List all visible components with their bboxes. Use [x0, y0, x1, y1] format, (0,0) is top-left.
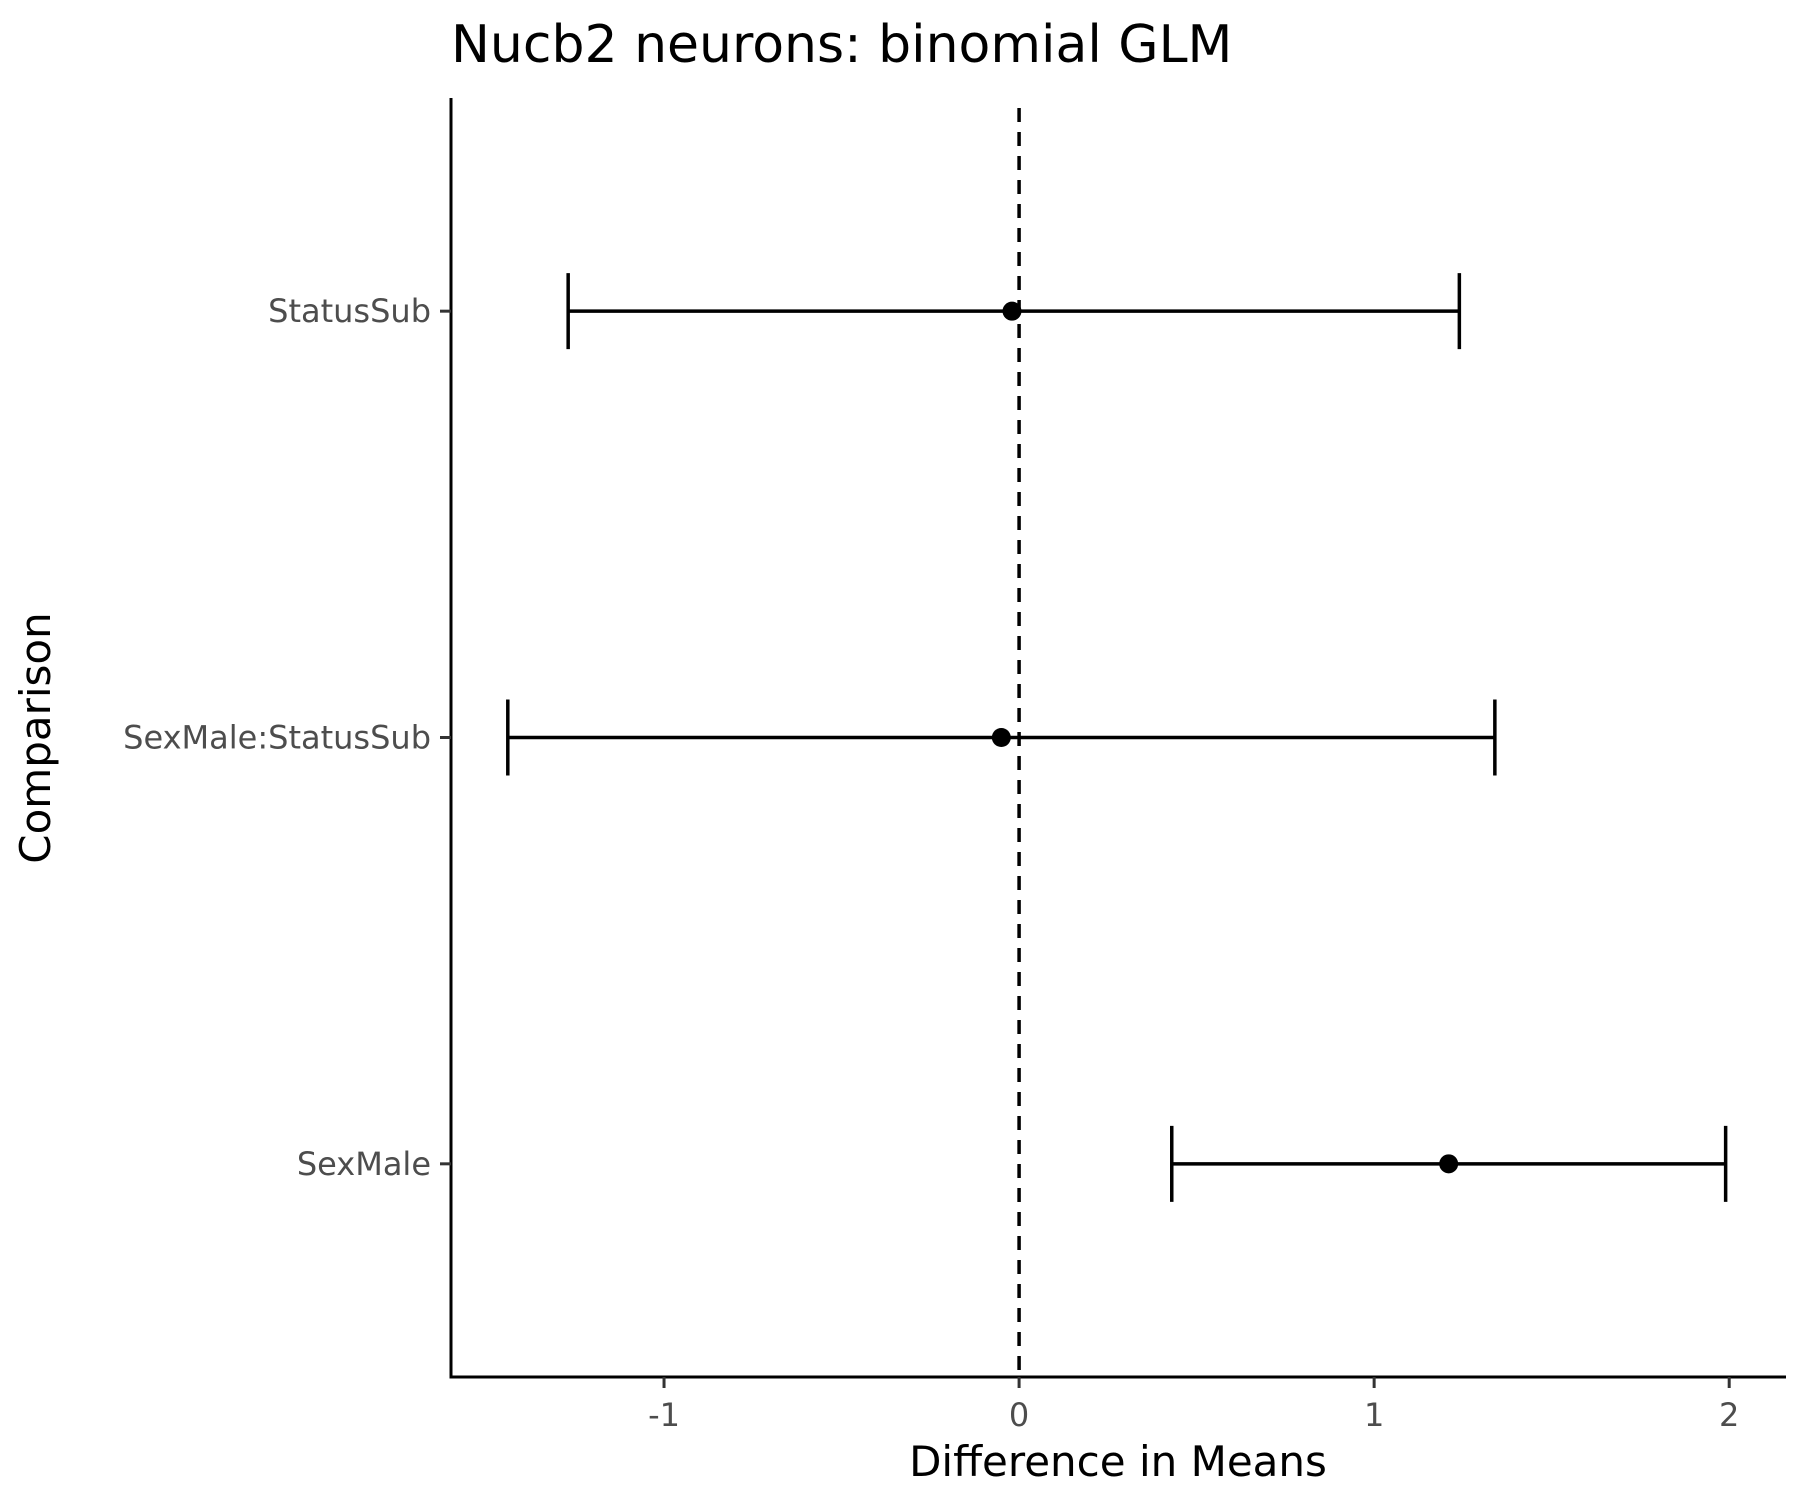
y-tick-label: StatusSub	[268, 292, 431, 330]
x-tick-label: 1	[1364, 1396, 1384, 1434]
x-tick-label: -1	[648, 1396, 680, 1434]
y-tick-label: SexMale:StatusSub	[123, 719, 431, 757]
estimate-point	[991, 728, 1011, 747]
x-axis-title: Difference in Means	[909, 1437, 1327, 1486]
x-axis-ticks: -1 0 1 2	[648, 1377, 1739, 1434]
y-axis-title: Comparison	[11, 612, 60, 863]
error-bars	[506, 273, 1728, 1202]
chart-title: Nucb2 neurons: binomial GLM	[451, 15, 1232, 75]
y-tick-label: SexMale	[297, 1145, 431, 1183]
y-axis-ticks: StatusSub SexMale:StatusSub SexMale	[123, 292, 451, 1183]
x-tick-label: 2	[1719, 1396, 1739, 1434]
estimate-point	[1439, 1154, 1459, 1174]
x-tick-label: 0	[1009, 1396, 1029, 1434]
estimate-point	[1002, 301, 1022, 321]
